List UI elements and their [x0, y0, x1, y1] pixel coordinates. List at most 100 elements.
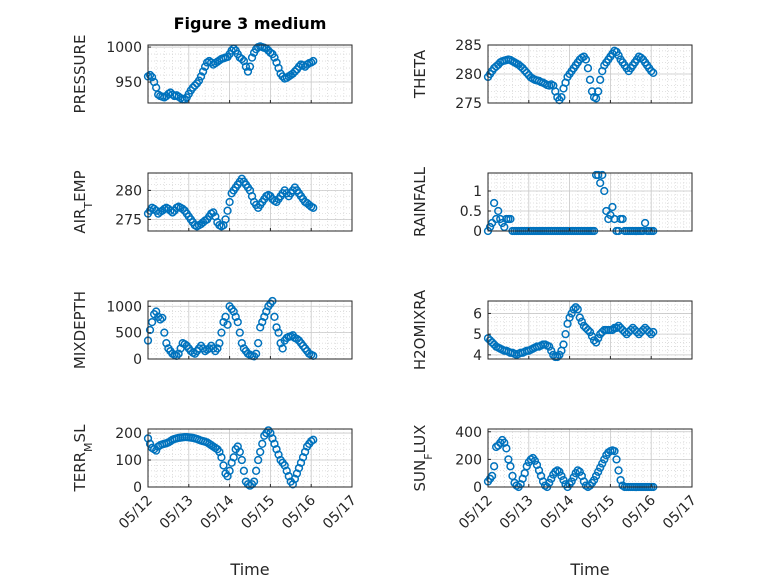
subplot-6: 4 5 6 H2OMIXRA — [411, 289, 693, 370]
data-point — [500, 222, 509, 232]
y-tick-label: 0 — [133, 352, 142, 368]
data-point — [272, 323, 281, 332]
data-point — [555, 350, 564, 360]
data-point — [610, 446, 619, 456]
data-point — [262, 307, 271, 316]
axes-box — [487, 428, 693, 488]
data-point — [618, 214, 627, 224]
subplot-4: 0 0.5 1 RAINFALL — [411, 166, 693, 240]
data-point — [567, 477, 576, 486]
data-point — [258, 439, 267, 448]
data-point — [557, 471, 566, 481]
data-point — [156, 315, 165, 324]
y-tick-label: 275 — [455, 96, 482, 112]
data-point — [270, 53, 279, 62]
y-tick-label: 200 — [455, 452, 482, 468]
data-point — [489, 198, 499, 208]
data-point — [636, 53, 646, 62]
data-point — [237, 54, 246, 64]
data-point — [596, 463, 605, 472]
data-point — [288, 69, 297, 78]
y-tick-label: 4 — [473, 348, 482, 364]
data-point — [506, 214, 515, 224]
data-point — [591, 338, 601, 347]
data-point — [147, 72, 157, 82]
data-point — [231, 312, 240, 321]
data-point — [485, 222, 495, 232]
data-point — [217, 453, 226, 462]
data-point — [251, 466, 261, 475]
x-tick-label: 05/17 — [660, 493, 700, 533]
plot-area — [488, 429, 692, 487]
data-point — [649, 327, 658, 337]
data-point — [274, 328, 283, 337]
axes-box — [487, 172, 693, 232]
data-point — [506, 462, 515, 471]
data-point — [233, 317, 242, 327]
plot-area — [148, 301, 352, 359]
data-point — [278, 344, 287, 353]
y-axis-label: H2OMIXRA — [411, 289, 429, 370]
subplot-8: 0 200 400 SUNFLUX 05/12 05/13 05/14 05/15 05/16 0… — [411, 425, 700, 579]
data-point — [260, 312, 269, 321]
data-point — [190, 81, 200, 90]
data-point — [585, 75, 595, 84]
data-point — [608, 325, 617, 335]
y-tick-label: 400 — [455, 425, 482, 441]
data-point — [614, 51, 623, 60]
data-point — [270, 312, 279, 321]
data-point — [647, 329, 656, 339]
x-axis-label: Time — [569, 560, 609, 579]
subplot-5: 0 500 1000 MIXDEPTH — [71, 291, 353, 369]
data-point — [553, 352, 562, 362]
data-point — [589, 475, 599, 485]
data-point — [594, 170, 603, 180]
x-tick-label: 05/12 — [116, 493, 156, 533]
data-point — [600, 186, 609, 196]
chart-title: Figure 3 medium — [174, 14, 327, 33]
data-point — [209, 208, 218, 217]
data-point — [583, 325, 593, 335]
data-point — [227, 46, 236, 55]
data-point — [178, 204, 187, 214]
x-tick-label: 05/13 — [497, 493, 537, 533]
data-point — [241, 62, 251, 71]
subplot-7: 0 100 200 TERRMSL 05/12 05/13 05/14 05/15 05/16 0… — [71, 424, 360, 579]
data-point — [309, 203, 318, 212]
y-axis-label: AIRTEMP — [71, 170, 95, 233]
data-point — [174, 349, 183, 358]
data-point — [251, 349, 261, 358]
y-tick-label: 1000 — [106, 40, 142, 56]
data-point — [168, 208, 177, 217]
data-point — [555, 467, 564, 476]
data-point — [581, 55, 591, 64]
data-point — [229, 453, 238, 462]
y-tick-label: 0 — [133, 480, 142, 496]
data-point — [545, 478, 554, 488]
data-point — [162, 339, 171, 348]
data-point — [545, 342, 554, 351]
data-point — [565, 313, 574, 322]
y-tick-label: 280 — [115, 183, 142, 199]
data-point — [225, 197, 234, 207]
x-tick-label: 05/16 — [279, 492, 319, 532]
data-point — [598, 459, 607, 468]
y-tick-label: 100 — [115, 453, 142, 469]
axes-box — [147, 44, 353, 104]
data-point — [569, 305, 578, 314]
subplot-2: 275 280 285 THETA — [411, 38, 693, 112]
data-point — [600, 455, 609, 464]
data-point — [213, 344, 222, 353]
data-point — [589, 336, 599, 345]
y-tick-label: 200 — [115, 426, 142, 442]
axes-box — [487, 300, 693, 360]
data-point — [561, 329, 570, 339]
data-point — [583, 64, 593, 73]
data-point — [225, 466, 234, 475]
data-point — [647, 66, 656, 76]
data-point — [594, 87, 603, 96]
subplot-3: 275 280 AIRTEMP — [71, 170, 353, 234]
data-point — [219, 461, 228, 470]
y-axis-label: THETA — [411, 49, 429, 99]
